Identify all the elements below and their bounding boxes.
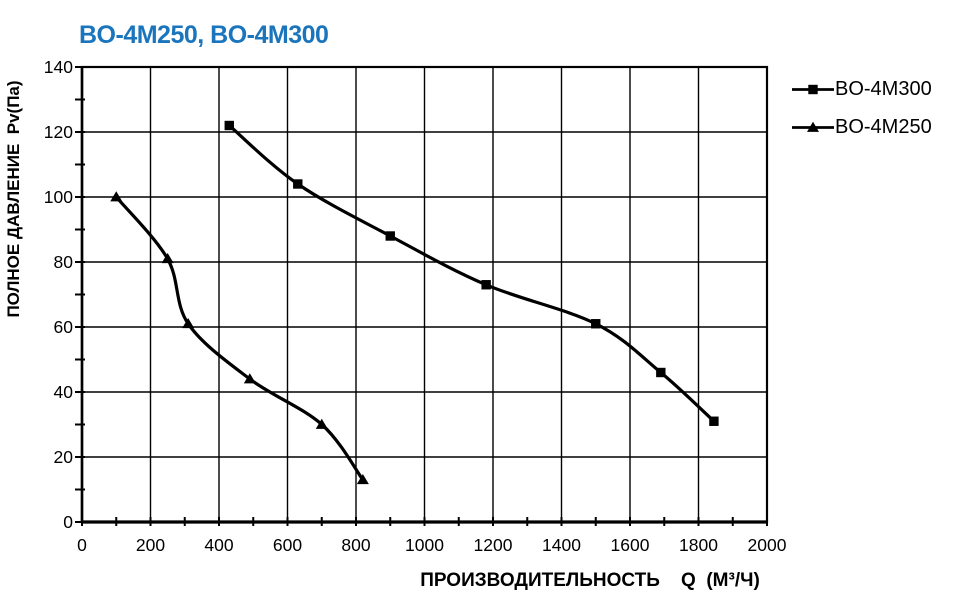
data-point-marker [315,418,328,429]
tick-labels: 0 200 400 600 800 1000 1200 1400 1600 1800 2000 0 20… [44,57,787,555]
y-tick-label: 0 [63,512,73,532]
x-tick-label: 1600 [611,535,650,555]
data-point-marker [224,120,234,131]
x-tick-label: 2000 [748,535,787,555]
legend-item-bo-4m250: BO-4M250 [792,108,932,146]
data-point-marker [591,319,601,329]
x-tick-label: 1800 [679,535,718,555]
legend: BO-4M300 BO-4M250 [792,70,932,146]
y-tick-label: 100 [44,187,73,207]
series-bo-4m300 [224,120,719,426]
x-tick-label: 1000 [405,535,444,555]
gridlines [81,66,768,523]
x-tick-label: 0 [77,535,87,555]
legend-square-marker-icon [792,84,834,94]
series-line-bo-4m300 [227,123,716,423]
data-point-marker [709,416,719,426]
data-point-marker [243,373,256,384]
y-tick-label: 80 [54,252,74,272]
y-tick-label: 40 [54,382,74,402]
data-point-marker [293,179,303,189]
y-tick-label: 140 [44,57,73,77]
x-tick-label: 200 [136,535,165,555]
data-point-marker [182,317,195,329]
x-axis-title: ПРОИЗВОДИТЕЛЬНОСТЬ Q (М³/Ч) [420,570,760,591]
data-point-marker [161,252,174,264]
data-point-marker [356,473,369,485]
legend-marker-shape [807,121,819,132]
data-point-marker [481,280,491,290]
legend-item-bo-4m300: BO-4M300 [792,70,932,108]
data-point-marker [385,231,395,241]
y-tick-label: 20 [54,447,74,467]
y-tick-label: 60 [54,317,74,337]
series-line-bo-4m250 [114,195,365,482]
x-tick-label: 800 [341,535,370,555]
x-tick-label: 400 [204,535,233,555]
data-point-marker [656,367,666,378]
legend-label: BO-4M250 [835,115,932,138]
legend-marker-shape [808,84,818,94]
series-bo-4m250 [110,191,369,485]
x-tick-label: 1200 [474,535,513,555]
data-point-marker [110,191,123,202]
x-tick-label: 600 [273,535,302,555]
chart-title: BO-4M250, BO-4M300 [79,21,329,49]
y-tick-label: 120 [44,122,73,142]
legend-triangle-marker-icon [792,121,834,132]
x-tick-label: 1400 [542,535,581,555]
legend-label: BO-4M300 [835,77,932,100]
